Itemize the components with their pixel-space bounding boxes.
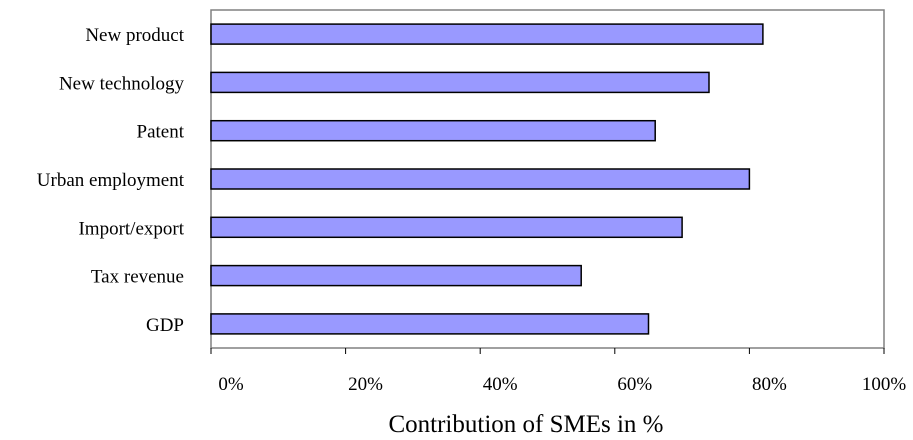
bar [210, 168, 751, 190]
bar [210, 264, 582, 287]
bar [210, 71, 710, 94]
category-labels: New product New technology Patent Urban emp… [37, 25, 185, 336]
bar [210, 313, 650, 335]
category-label: Patent [137, 122, 185, 143]
bar [210, 23, 764, 45]
x-tick-label: 20% [348, 374, 383, 395]
category-label: New product [85, 25, 184, 46]
x-tick-label: 60% [617, 374, 652, 395]
x-axis: 0% 20% 40% 60% 80% 100% [210, 348, 907, 395]
category-label: GDP [146, 315, 184, 336]
x-axis-title: Contribution of SMEs in % [388, 411, 663, 438]
x-tick-label: 80% [752, 374, 787, 395]
x-tick-label: 40% [483, 374, 518, 395]
x-tick-label: 100% [862, 374, 907, 395]
bar [210, 216, 683, 239]
x-tick-label: 0% [218, 374, 244, 395]
bars-group [210, 23, 764, 335]
category-label: New technology [59, 73, 185, 94]
bar [210, 119, 656, 142]
category-label: Tax revenue [91, 267, 184, 288]
category-label: Import/export [78, 218, 184, 239]
category-label: Urban employment [37, 170, 185, 191]
